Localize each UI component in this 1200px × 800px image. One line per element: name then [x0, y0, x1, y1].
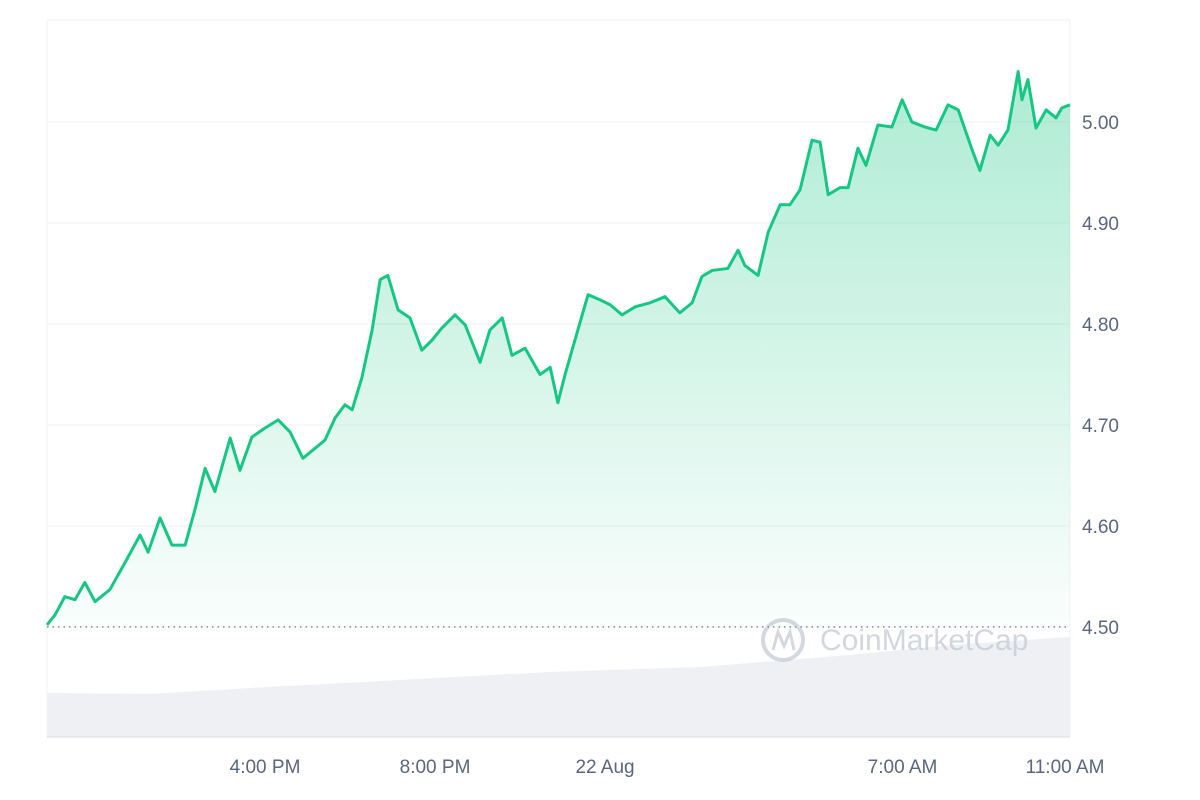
price-line — [45, 70, 1071, 626]
y-tick-label: 4.70 — [1082, 416, 1119, 437]
x-tick-label: 7:00 AM — [868, 757, 938, 778]
y-tick-label: 4.80 — [1082, 315, 1119, 336]
watermark: CoinMarketCap — [820, 624, 1028, 657]
x-tick-label: 22 Aug — [575, 757, 634, 778]
y-tick-label: 5.00 — [1082, 113, 1119, 134]
y-tick-label: 4.60 — [1082, 517, 1119, 538]
x-tick-label: 4:00 PM — [230, 757, 301, 778]
x-tick-label: 8:00 PM — [400, 757, 471, 778]
y-tick-label: 4.90 — [1082, 214, 1119, 235]
area — [47, 71, 1070, 627]
y-tick-label: 4.50 — [1082, 618, 1119, 639]
volume-area — [47, 637, 1070, 737]
x-tick-label: 11:00 AM — [1026, 757, 1105, 778]
